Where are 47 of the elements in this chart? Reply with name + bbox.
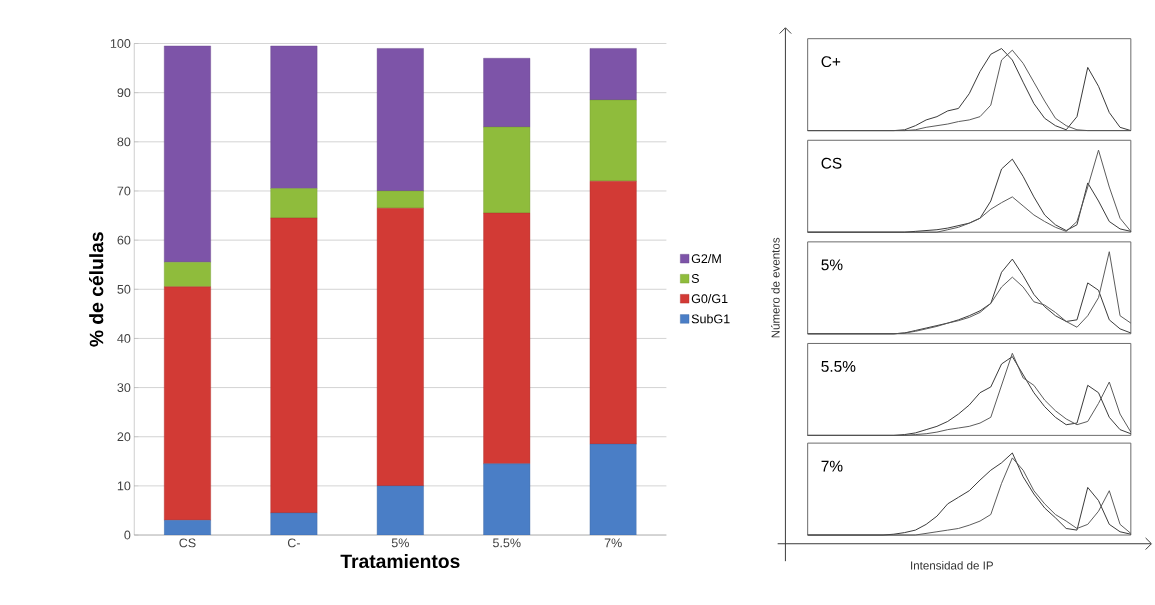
annotation: 7% — [821, 460, 843, 472]
y-tick-label: 50 — [117, 284, 131, 294]
annotation: CS — [821, 157, 842, 169]
bar — [164, 286, 211, 521]
x-tick-label: C- — [287, 538, 300, 548]
x-tick-label: 7% — [604, 538, 622, 548]
y-axis-title: Número de eventos — [771, 237, 780, 338]
y-tick-label: 20 — [117, 432, 131, 442]
x-tick-label: CS — [179, 538, 196, 548]
bar — [270, 217, 318, 514]
legend-label: G0/G1 — [691, 294, 728, 304]
bar — [270, 45, 318, 189]
annotation: C+ — [821, 56, 841, 68]
y-tick-label: 70 — [117, 186, 131, 196]
bar — [483, 127, 531, 214]
y-tick-label: 100 — [110, 39, 131, 49]
bar — [589, 48, 637, 101]
x-axis-title: Intensidad de IP — [911, 561, 993, 570]
bar — [483, 213, 531, 465]
legend-label: SubG1 — [691, 314, 730, 324]
x-axis-title: Tratamientos — [340, 554, 460, 569]
y-tick-label: 0 — [124, 530, 131, 540]
bar — [483, 463, 531, 536]
annotation: 5% — [821, 259, 843, 271]
x-tick-label: 5.5% — [492, 538, 521, 548]
bar — [164, 45, 211, 263]
bar — [376, 48, 424, 192]
bar — [376, 190, 424, 209]
legend-label: S — [691, 274, 699, 284]
bar — [589, 181, 637, 445]
y-tick-label: 30 — [117, 383, 131, 393]
y-tick-label: 40 — [117, 334, 131, 344]
y-tick-label: 90 — [117, 88, 131, 98]
bar — [376, 208, 424, 487]
annotation: 5.5% — [821, 361, 856, 373]
y-axis-title: % de células — [89, 232, 104, 347]
y-tick-label: 10 — [117, 481, 131, 491]
bar — [589, 99, 637, 182]
x-tick-label: 5% — [391, 538, 409, 548]
legend-label: G2/M — [691, 254, 721, 264]
bar — [270, 188, 318, 219]
y-tick-label: 80 — [117, 137, 131, 147]
bar — [589, 444, 637, 536]
bar — [164, 262, 211, 288]
bar — [376, 485, 424, 536]
y-tick-label: 60 — [117, 235, 131, 245]
bar — [483, 58, 531, 128]
